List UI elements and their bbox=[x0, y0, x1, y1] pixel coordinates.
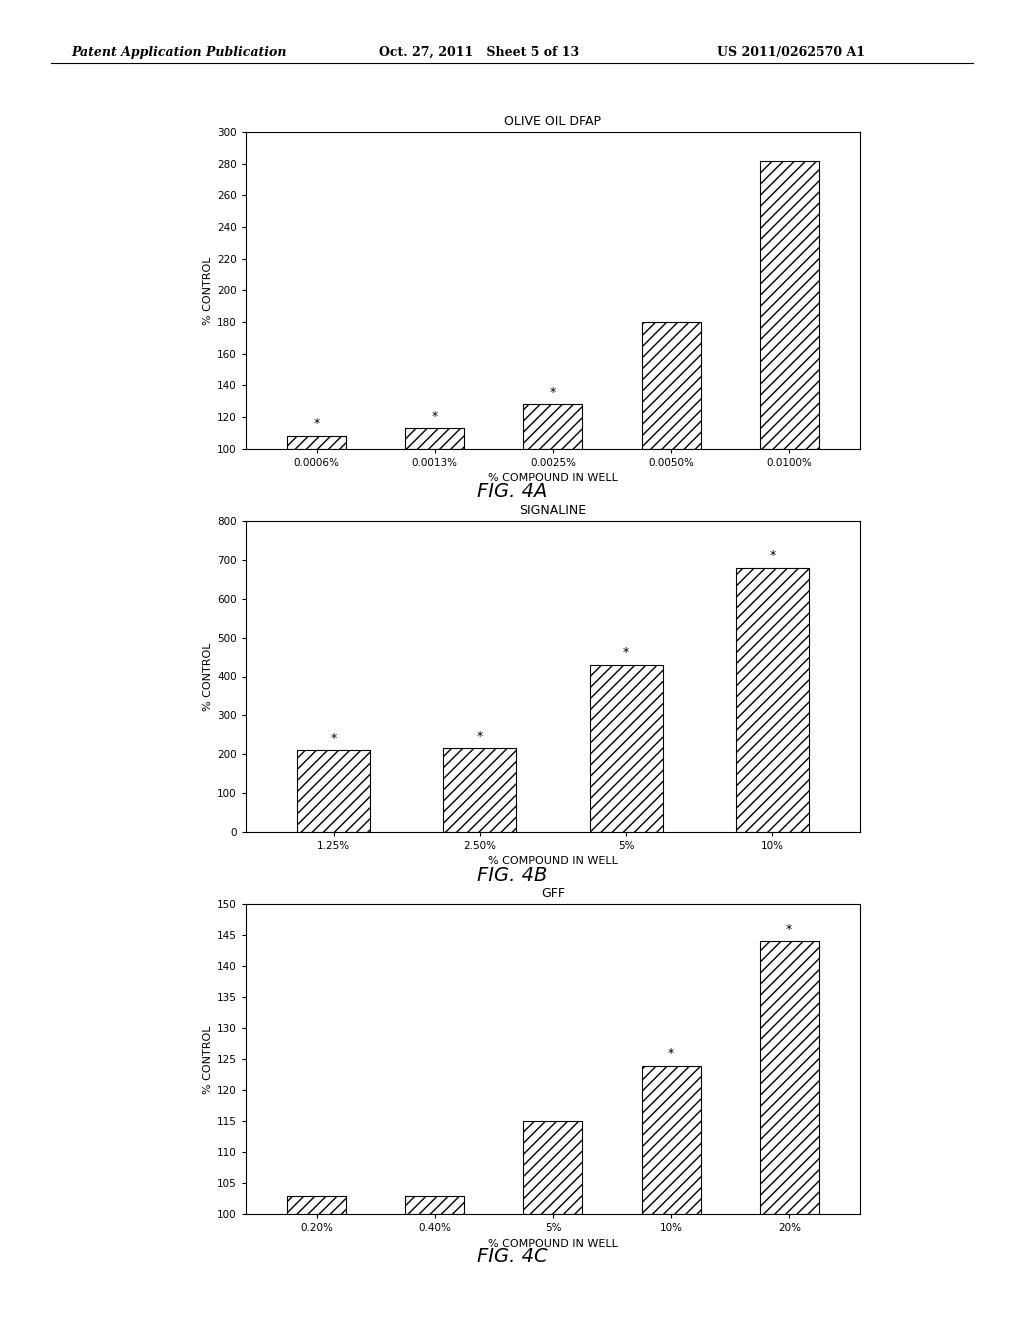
Y-axis label: % CONTROL: % CONTROL bbox=[203, 256, 213, 325]
Bar bbox=[297, 750, 370, 832]
Text: FIG. 4B: FIG. 4B bbox=[477, 866, 547, 884]
Text: *: * bbox=[769, 549, 775, 562]
Bar bbox=[642, 1065, 700, 1214]
Text: *: * bbox=[668, 1047, 674, 1060]
Title: OLIVE OIL DFAP: OLIVE OIL DFAP bbox=[505, 115, 601, 128]
Text: FIG. 4C: FIG. 4C bbox=[477, 1247, 547, 1266]
Bar bbox=[760, 161, 819, 449]
Bar bbox=[406, 1196, 464, 1214]
Bar bbox=[523, 404, 583, 449]
Text: Patent Application Publication: Patent Application Publication bbox=[72, 46, 287, 59]
X-axis label: % COMPOUND IN WELL: % COMPOUND IN WELL bbox=[488, 474, 617, 483]
Title: GFF: GFF bbox=[541, 887, 565, 900]
Text: *: * bbox=[432, 409, 438, 422]
Text: *: * bbox=[477, 730, 483, 743]
Text: Oct. 27, 2011   Sheet 5 of 13: Oct. 27, 2011 Sheet 5 of 13 bbox=[379, 46, 579, 59]
Bar bbox=[287, 1196, 346, 1214]
Bar bbox=[523, 1121, 583, 1214]
Text: *: * bbox=[331, 731, 337, 744]
Text: *: * bbox=[550, 385, 556, 399]
Bar bbox=[736, 568, 809, 832]
X-axis label: % COMPOUND IN WELL: % COMPOUND IN WELL bbox=[488, 857, 617, 866]
Text: *: * bbox=[313, 417, 319, 430]
Y-axis label: % CONTROL: % CONTROL bbox=[203, 1026, 213, 1093]
Bar bbox=[406, 428, 464, 449]
Bar bbox=[443, 748, 516, 832]
Bar bbox=[590, 665, 663, 832]
Y-axis label: % CONTROL: % CONTROL bbox=[203, 643, 213, 710]
Bar bbox=[760, 941, 819, 1214]
Text: *: * bbox=[623, 647, 629, 659]
Text: FIG. 4A: FIG. 4A bbox=[477, 482, 547, 500]
Title: SIGNALINE: SIGNALINE bbox=[519, 504, 587, 517]
Text: US 2011/0262570 A1: US 2011/0262570 A1 bbox=[717, 46, 865, 59]
X-axis label: % COMPOUND IN WELL: % COMPOUND IN WELL bbox=[488, 1239, 617, 1249]
Bar bbox=[642, 322, 700, 449]
Bar bbox=[287, 436, 346, 449]
Text: *: * bbox=[786, 923, 793, 936]
